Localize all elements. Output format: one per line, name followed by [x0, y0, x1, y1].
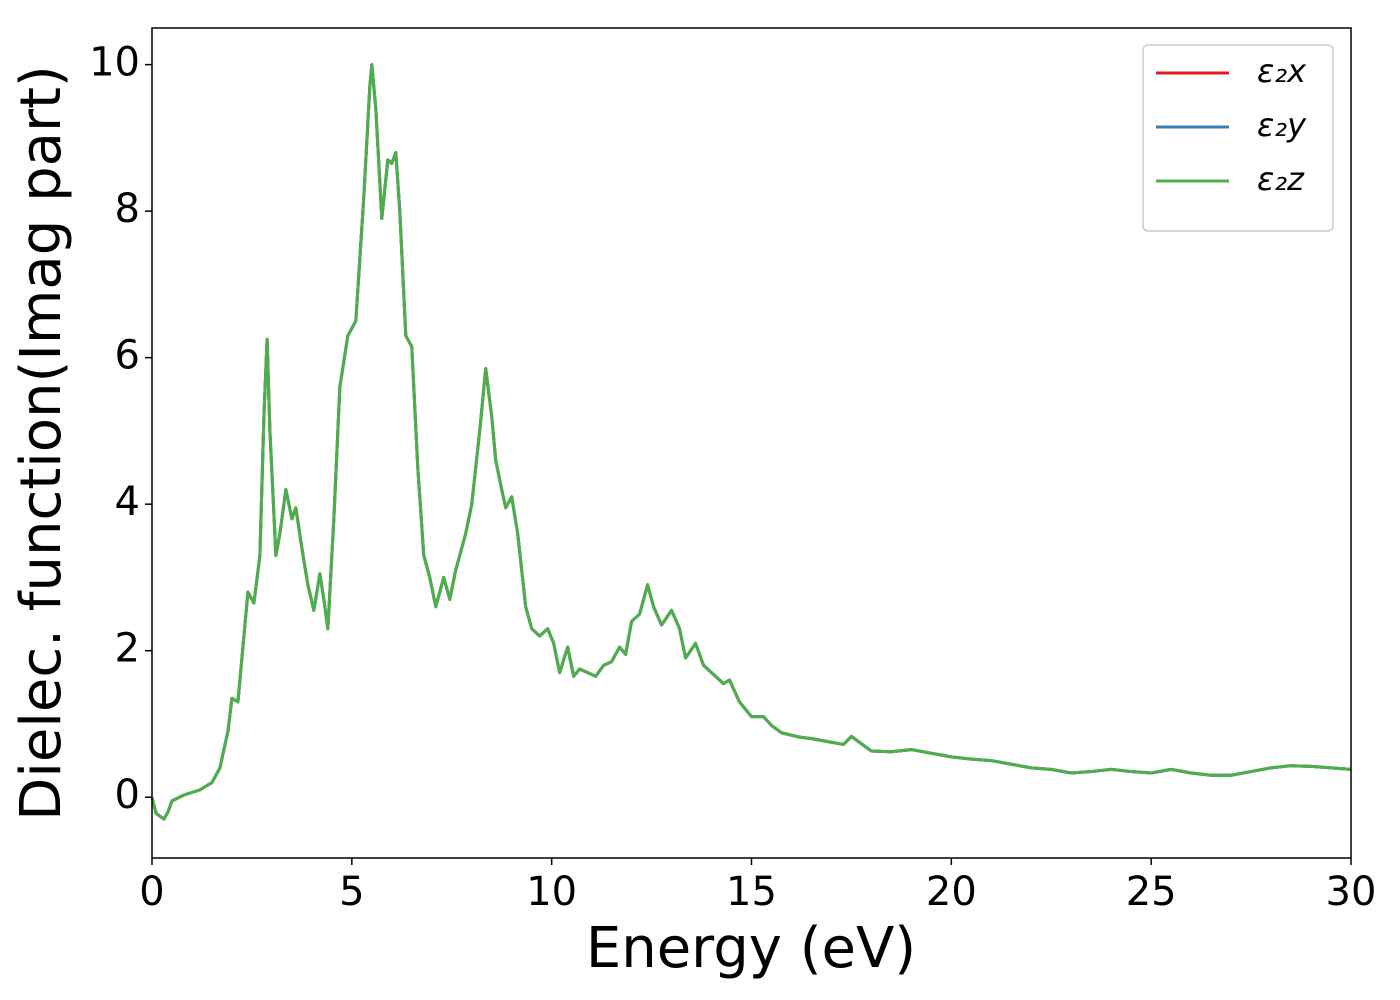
plot-frame [151, 27, 1352, 859]
y-tick-label: 6 [115, 333, 140, 379]
x-tick-label: 20 [926, 869, 977, 915]
x-tick-label: 10 [526, 869, 577, 915]
legend-label: ε₂y [1257, 106, 1307, 144]
y-tick-label: 0 [115, 772, 140, 818]
x-tick-label: 0 [139, 869, 164, 915]
x-tick-label: 15 [726, 869, 777, 915]
x-axis-label: Energy (eV) [586, 916, 916, 981]
legend-label: ε₂x [1257, 52, 1307, 90]
x-tick-label: 30 [1326, 869, 1377, 915]
x-tick-label: 25 [1126, 869, 1177, 915]
y-tick-label: 4 [115, 479, 140, 525]
y-tick-label: 10 [89, 40, 140, 86]
legend-label: ε₂z [1257, 160, 1305, 198]
y-axis-label: Dielec. function(Imag part) [9, 65, 74, 821]
line [150, 63, 1352, 821]
legend: ε₂x ε₂y ε₂z [1142, 44, 1334, 232]
legend-box [1142, 44, 1334, 232]
x-tick-label: 5 [339, 869, 364, 915]
y-tick-label: 2 [115, 626, 140, 672]
y-tick-label: 8 [115, 186, 140, 232]
